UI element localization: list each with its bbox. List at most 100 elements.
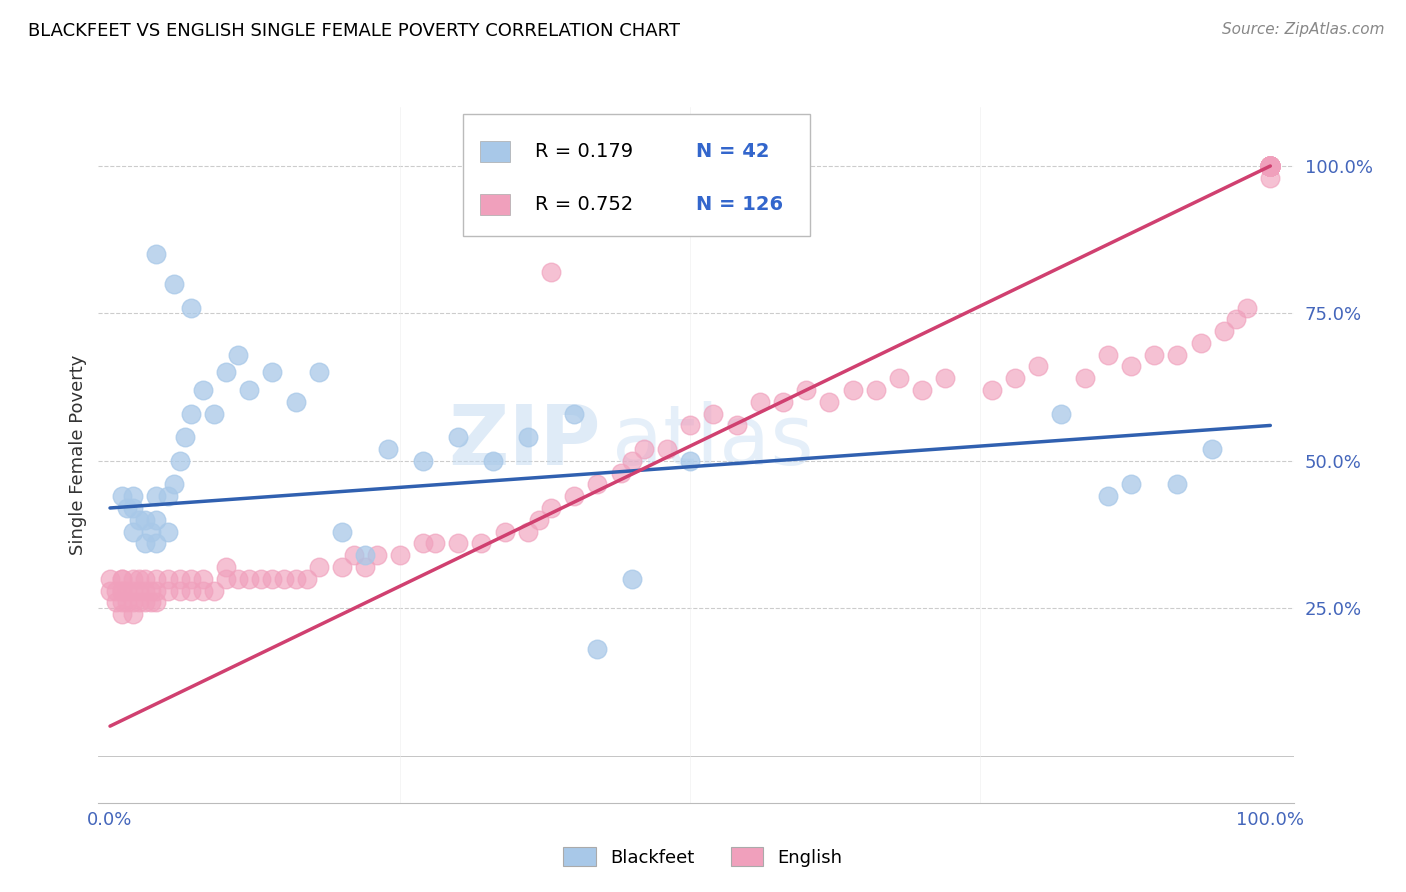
Point	[169, 572, 191, 586]
Point	[111, 572, 134, 586]
Point	[145, 247, 167, 261]
Point	[139, 524, 162, 539]
Point	[1258, 159, 1281, 173]
Point	[1258, 159, 1281, 173]
Point	[122, 572, 145, 586]
Point	[529, 513, 551, 527]
Point	[389, 548, 412, 562]
Point	[1201, 442, 1223, 456]
Point	[1258, 159, 1281, 173]
Point	[1166, 477, 1188, 491]
Point	[1258, 159, 1281, 173]
Point	[1258, 159, 1281, 173]
Point	[980, 383, 1002, 397]
Text: BLACKFEET VS ENGLISH SINGLE FEMALE POVERTY CORRELATION CHART: BLACKFEET VS ENGLISH SINGLE FEMALE POVER…	[28, 22, 681, 40]
Point	[191, 583, 214, 598]
Point	[1258, 159, 1281, 173]
Point	[911, 383, 934, 397]
Point	[1258, 159, 1281, 173]
Point	[117, 583, 139, 598]
Point	[174, 430, 197, 444]
Point	[308, 365, 330, 379]
Point	[702, 407, 724, 421]
Point	[145, 595, 167, 609]
Point	[1258, 159, 1281, 173]
Point	[134, 536, 156, 550]
Point	[562, 489, 585, 503]
Point	[145, 536, 167, 550]
Point	[1143, 348, 1166, 362]
Point	[586, 642, 609, 657]
Point	[1258, 159, 1281, 173]
Point	[111, 583, 134, 598]
Point	[1225, 312, 1247, 326]
Text: atlas: atlas	[613, 401, 814, 482]
Point	[297, 572, 319, 586]
Point	[169, 454, 191, 468]
Point	[470, 536, 492, 550]
Point	[1258, 159, 1281, 173]
Point	[134, 513, 156, 527]
Point	[122, 607, 145, 621]
Point	[748, 395, 770, 409]
Point	[1258, 159, 1281, 173]
Point	[1258, 159, 1281, 173]
Point	[204, 583, 226, 598]
Point	[655, 442, 678, 456]
Point	[215, 365, 238, 379]
Point	[562, 407, 585, 421]
Point	[145, 489, 167, 503]
Point	[1097, 348, 1119, 362]
Point	[145, 583, 167, 598]
Point	[145, 572, 167, 586]
Point	[98, 583, 121, 598]
Point	[447, 536, 470, 550]
Point	[1258, 159, 1281, 173]
Legend: Blackfeet, English: Blackfeet, English	[557, 840, 849, 874]
Point	[1258, 159, 1281, 173]
Point	[1212, 324, 1234, 338]
Point	[621, 572, 644, 586]
Point	[366, 548, 388, 562]
FancyBboxPatch shape	[463, 114, 810, 235]
Point	[134, 583, 156, 598]
Point	[494, 524, 516, 539]
Point	[111, 489, 134, 503]
Point	[111, 583, 134, 598]
Point	[423, 536, 446, 550]
Point	[772, 395, 794, 409]
Point	[157, 583, 180, 598]
Point	[117, 595, 139, 609]
Point	[1073, 371, 1095, 385]
Point	[1026, 359, 1049, 374]
Point	[284, 395, 307, 409]
Point	[354, 560, 377, 574]
Point	[865, 383, 887, 397]
Point	[163, 477, 186, 491]
Point	[1258, 159, 1281, 173]
Point	[104, 595, 127, 609]
Point	[1050, 407, 1073, 421]
Y-axis label: Single Female Poverty: Single Female Poverty	[69, 355, 87, 555]
Point	[354, 548, 377, 562]
Point	[122, 489, 145, 503]
FancyBboxPatch shape	[479, 194, 510, 215]
Point	[1258, 159, 1281, 173]
Point	[412, 454, 434, 468]
Point	[1258, 159, 1281, 173]
Point	[609, 466, 631, 480]
Point	[169, 583, 191, 598]
Point	[1258, 159, 1281, 173]
Point	[308, 560, 330, 574]
Point	[330, 560, 353, 574]
Text: R = 0.752: R = 0.752	[534, 195, 633, 214]
Point	[273, 572, 295, 586]
Point	[145, 513, 167, 527]
Point	[343, 548, 366, 562]
Point	[180, 583, 202, 598]
Point	[111, 572, 134, 586]
Point	[117, 500, 139, 515]
Point	[516, 430, 538, 444]
Point	[262, 365, 284, 379]
Point	[238, 383, 260, 397]
